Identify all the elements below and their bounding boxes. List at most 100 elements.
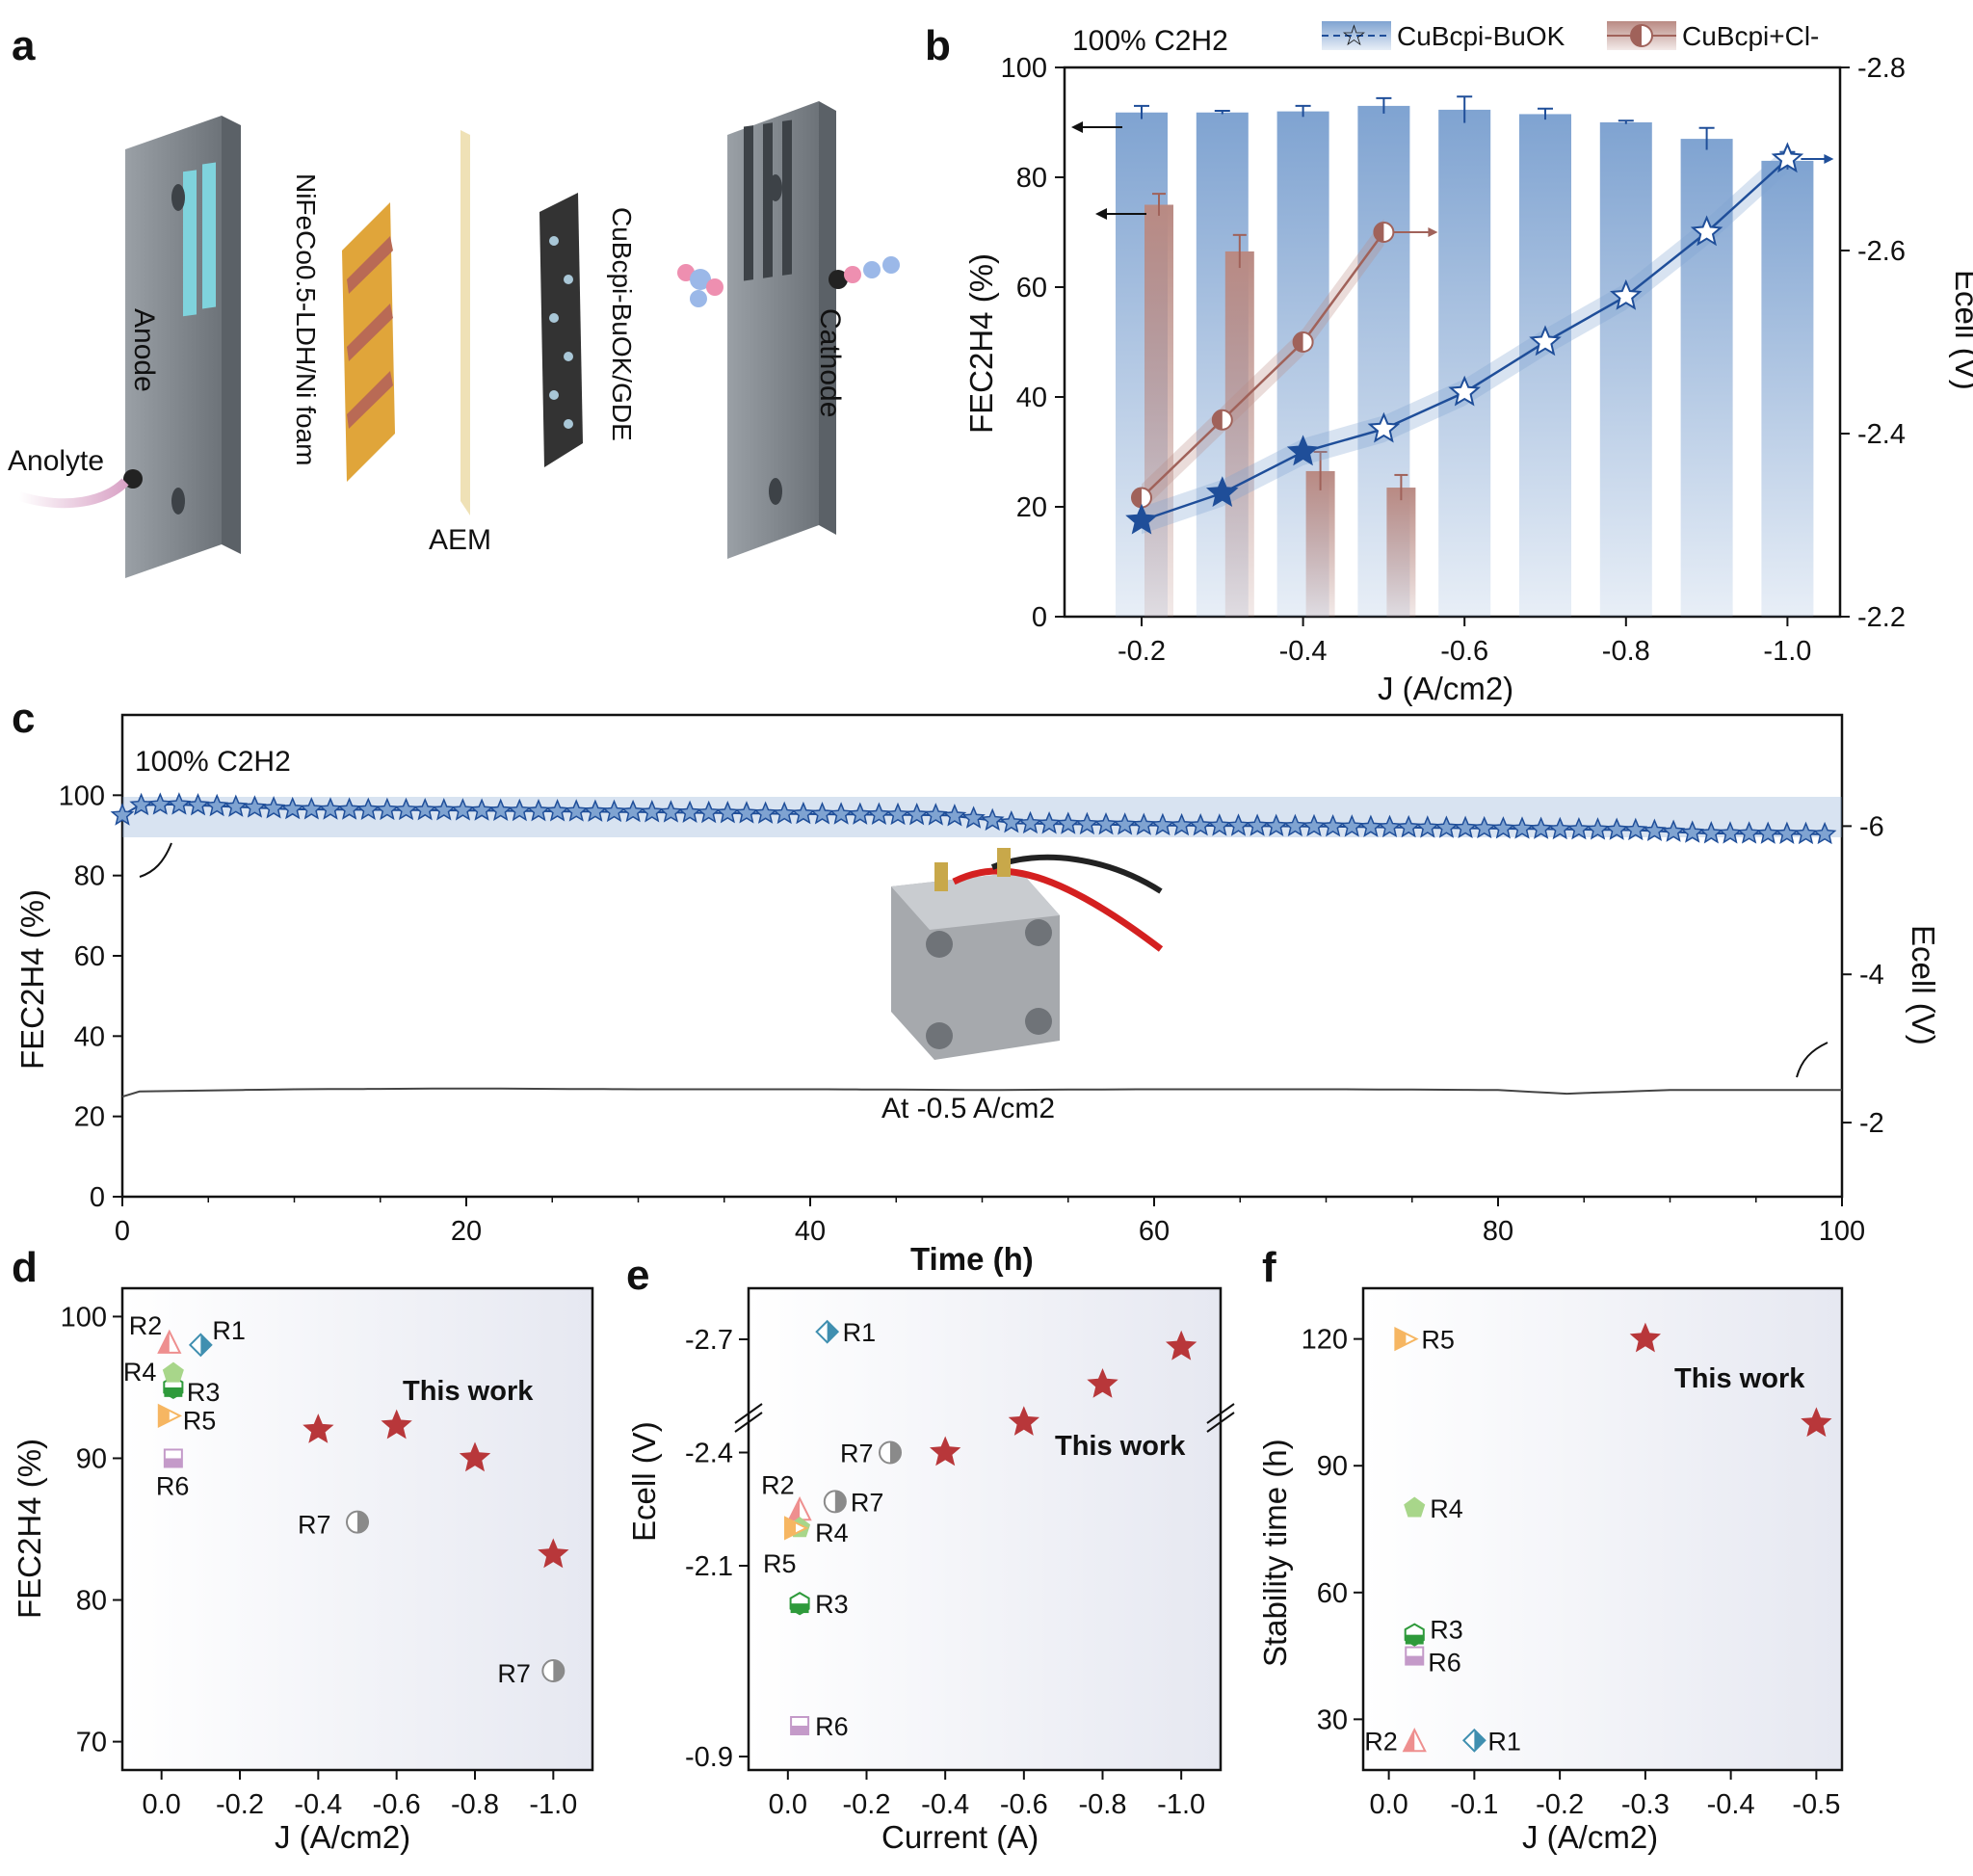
- marker-cl-half: [1212, 410, 1223, 430]
- x-tick-label: -0.6: [373, 1789, 421, 1820]
- marker-fe: [243, 795, 267, 818]
- anolyte-label: Anolyte: [8, 445, 104, 477]
- ref-label-r5: R5: [1421, 1326, 1455, 1355]
- x-axis-label: J (A/cm2): [1522, 1819, 1658, 1855]
- y-tick-label: 20: [1016, 492, 1047, 523]
- x-tick-label: -0.1: [1450, 1789, 1498, 1820]
- y-tick-label: 100: [1001, 53, 1047, 84]
- panel-b-chart: -0.2 -0.4 -0.6 -0.8 -1.0 0 20 40 60 80 100 -2.2 -2…: [963, 20, 1973, 706]
- y-tick-label: 100: [61, 1302, 107, 1333]
- marker-fe: [961, 806, 986, 829]
- y-axis-label: FEC2H4 (%): [963, 253, 999, 434]
- annotation: 100% C2H2: [1072, 25, 1228, 57]
- x-tick-label: -0.2: [1118, 636, 1166, 667]
- marker-r5-half: [1395, 1328, 1407, 1350]
- marker-fe: [1623, 817, 1648, 841]
- marker-this-work: [1087, 1368, 1118, 1398]
- marker-r3-half: [790, 1603, 809, 1614]
- panel-label-f: f: [1262, 1244, 1276, 1291]
- marker-r5-half: [785, 1517, 796, 1539]
- marker-fe: [923, 803, 948, 826]
- panel-label-b: b: [925, 22, 951, 69]
- ref-label-r6: R6: [815, 1712, 849, 1741]
- x-tick-label: -0.4: [1707, 1789, 1755, 1820]
- aem-label: AEM: [429, 524, 491, 556]
- ref-label-r1: R1: [212, 1316, 246, 1345]
- x-tick-label: -1.0: [529, 1789, 577, 1820]
- line-cl: [1141, 231, 1385, 499]
- x-tick-label: -0.2: [843, 1789, 891, 1820]
- aem-membrane: [460, 130, 470, 515]
- cell-photo: [891, 848, 1164, 1060]
- x-tick-label: 100: [1819, 1216, 1865, 1247]
- y-tick-label: 30: [1317, 1704, 1348, 1735]
- axis-break: [734, 1403, 1235, 1433]
- y-tick-label: -2.1: [685, 1551, 733, 1582]
- axis-arrow-right: [1824, 154, 1834, 164]
- x-tick-label: -0.8: [451, 1789, 499, 1820]
- x-axis-label: J (A/cm2): [275, 1819, 410, 1855]
- ref-label-r7: R7: [851, 1488, 884, 1517]
- axis-arrow-right: [1428, 227, 1438, 237]
- ref-label-r4: R4: [123, 1358, 157, 1387]
- marker-this-work: [1629, 1322, 1661, 1353]
- ref-label-r4: R4: [815, 1519, 849, 1547]
- legend-label-cl: CuBcpi+Cl-: [1682, 21, 1819, 51]
- x-tick-label: -1.0: [1763, 636, 1811, 667]
- marker-fe: [129, 792, 153, 816]
- x-tick-label: 80: [1483, 1216, 1513, 1247]
- x-tick-label: 0.0: [143, 1789, 181, 1820]
- ref-label-r3: R3: [815, 1590, 849, 1619]
- marker-this-work: [1008, 1406, 1039, 1436]
- y-axis-label: FEC2H4 (%): [14, 889, 50, 1070]
- marker-buok: [1125, 503, 1158, 535]
- x-tick-label: -1.0: [1157, 1789, 1205, 1820]
- x-tick-label: -0.8: [1602, 636, 1650, 667]
- x-tick-label: 0: [115, 1216, 130, 1247]
- plot-background: [749, 1288, 1221, 1770]
- anode-catalyst-label: NiFeCo0.5-LDH/Ni foam: [291, 173, 321, 465]
- x-tick-label: -0.5: [1792, 1789, 1840, 1820]
- marker-r7-half: [553, 1660, 565, 1682]
- y2-axis-label: Ecell (V): [1949, 270, 1973, 390]
- marker-fe: [147, 792, 172, 815]
- plot-frame: [120, 1286, 594, 1772]
- x-tick-label: -0.2: [216, 1789, 264, 1820]
- y2-axis-label: Ecell (V): [1906, 925, 1941, 1045]
- ref-label-r7: R7: [840, 1440, 874, 1468]
- marker-r4: [162, 1361, 184, 1383]
- x-axis-label: Time (h): [910, 1241, 1034, 1277]
- panel-c-chart: 0 20 40 60 80 100 0 20 40 60 80 100 -2 -4 -6 100% C2…: [14, 713, 1941, 1277]
- bar-buok: [1438, 109, 1491, 617]
- this-work-label: This work: [1674, 1363, 1805, 1394]
- marker-r7-half: [834, 1491, 846, 1513]
- y2-tick-label: -2: [1859, 1108, 1884, 1139]
- marker-fe: [1680, 820, 1705, 843]
- marker-buok: [1448, 375, 1481, 407]
- y2-tick-label: -2.2: [1857, 602, 1906, 633]
- plot-frame: [747, 1286, 1223, 1772]
- marker-cl-half: [1293, 332, 1303, 352]
- marker-fe: [261, 796, 286, 819]
- bar-cl: [1144, 204, 1173, 617]
- anode-plate: [123, 116, 241, 578]
- y-tick-label: -2.7: [685, 1325, 733, 1356]
- ref-label-r2: R2: [129, 1311, 163, 1340]
- ref-label-r3: R3: [1430, 1616, 1463, 1645]
- marker-this-work: [381, 1409, 412, 1440]
- ref-label-r1: R1: [1487, 1727, 1521, 1756]
- bar-cl: [1224, 251, 1254, 617]
- marker-buok: [1690, 215, 1723, 247]
- marker-buok: [1367, 411, 1401, 443]
- x-tick-label: -0.4: [294, 1789, 342, 1820]
- ldh-stack: [342, 202, 395, 482]
- ref-label-r6: R6: [156, 1471, 190, 1500]
- y-tick-label: 0: [1032, 602, 1047, 633]
- x-axis-label: J (A/cm2): [1378, 671, 1513, 706]
- y-tick-label: 120: [1302, 1325, 1348, 1356]
- ref-label-r1: R1: [843, 1318, 877, 1347]
- ref-label-r3: R3: [187, 1378, 221, 1407]
- marker-r1-half: [827, 1321, 838, 1343]
- ref-label-r4: R4: [1430, 1494, 1463, 1523]
- band-buok: [1142, 145, 1788, 535]
